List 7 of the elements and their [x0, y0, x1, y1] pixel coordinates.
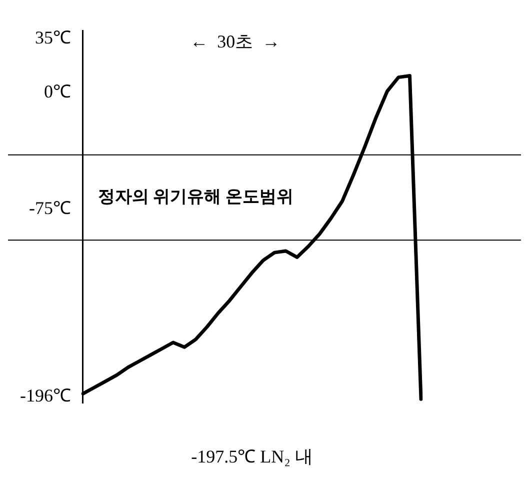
- annotation: ← 30초 →: [190, 32, 280, 52]
- y-tick-label: 0℃: [44, 82, 71, 102]
- y-tick-label: -196℃: [20, 386, 71, 406]
- text: -197.5℃ LN₂ 내: [191, 446, 313, 467]
- annotation: 정자의 위기유해 온도범위: [98, 186, 294, 206]
- y-tick-label: 35℃: [34, 27, 71, 48]
- y-tick-label: -75℃: [28, 198, 71, 218]
